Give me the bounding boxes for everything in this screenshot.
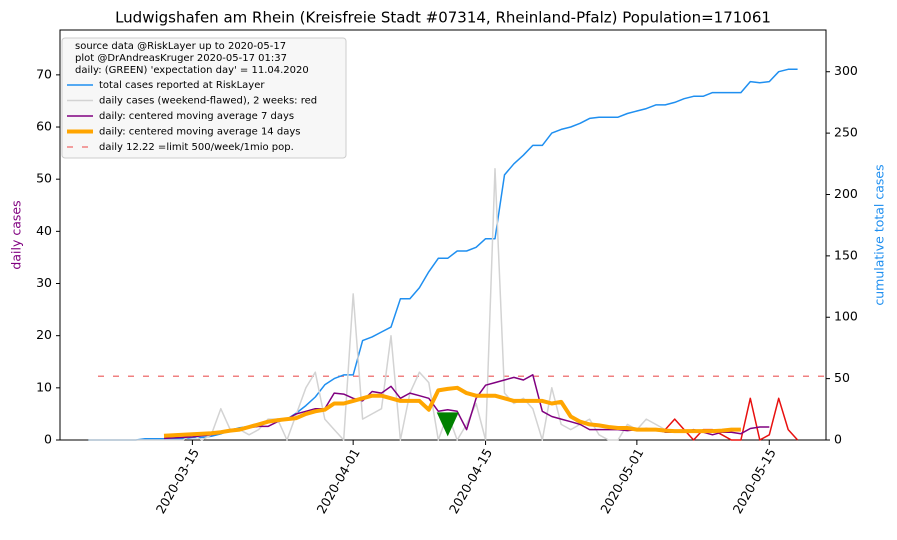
expectation-marker <box>436 412 459 437</box>
x-tick-label: 2020-04-01 <box>313 446 362 516</box>
x-tick-label: 2020-04-15 <box>446 446 495 516</box>
x-tick-label: 2020-05-15 <box>730 446 779 516</box>
y2-tick-label: 100 <box>834 309 858 324</box>
x-tick-label: 2020-03-15 <box>153 446 202 516</box>
y2-axis-label: cumulative total cases <box>872 164 887 305</box>
series-line <box>664 397 799 441</box>
legend-header: source data @RiskLayer up to 2020-05-17 <box>75 41 286 52</box>
y-tick-label: 70 <box>36 66 52 81</box>
y-axis-label: daily cases <box>9 200 24 269</box>
y2-tick-label: 250 <box>834 125 858 140</box>
series-line <box>88 168 666 441</box>
y2-tick-label: 50 <box>834 370 850 385</box>
legend-label: total cases reported at RiskLayer <box>99 80 265 91</box>
y2-tick-label: 300 <box>834 63 858 78</box>
chart-title: Ludwigshafen am Rhein (Kreisfreie Stadt … <box>115 9 771 27</box>
x-tick-label: 2020-05-01 <box>597 446 646 516</box>
y-tick-label: 60 <box>36 119 52 134</box>
legend-label: daily 12.22 =limit 500/week/1mio pop. <box>99 142 294 153</box>
y-tick-label: 0 <box>44 432 52 447</box>
legend-label: daily: centered moving average 14 days <box>99 127 300 138</box>
y2-tick-label: 150 <box>834 247 858 262</box>
y-tick-label: 50 <box>36 171 52 186</box>
y-tick-label: 30 <box>36 275 52 290</box>
legend-header: daily: (GREEN) 'expectation day' = 11.04… <box>75 65 309 76</box>
y-tick-label: 10 <box>36 379 52 394</box>
legend-header: plot @DrAndreasKruger 2020-05-17 01:37 <box>75 53 287 64</box>
y2-tick-label: 0 <box>834 432 842 447</box>
y-tick-label: 40 <box>36 223 52 238</box>
legend-box <box>61 37 347 159</box>
series-line <box>163 385 741 438</box>
plot-frame <box>59 29 827 441</box>
y2-tick-label: 200 <box>834 186 858 201</box>
legend-label: daily cases (weekend-flawed), 2 weeks: r… <box>99 96 317 107</box>
legend-label: daily: centered moving average 7 days <box>99 111 294 122</box>
series-line <box>163 374 770 440</box>
y-tick-label: 20 <box>36 327 52 342</box>
